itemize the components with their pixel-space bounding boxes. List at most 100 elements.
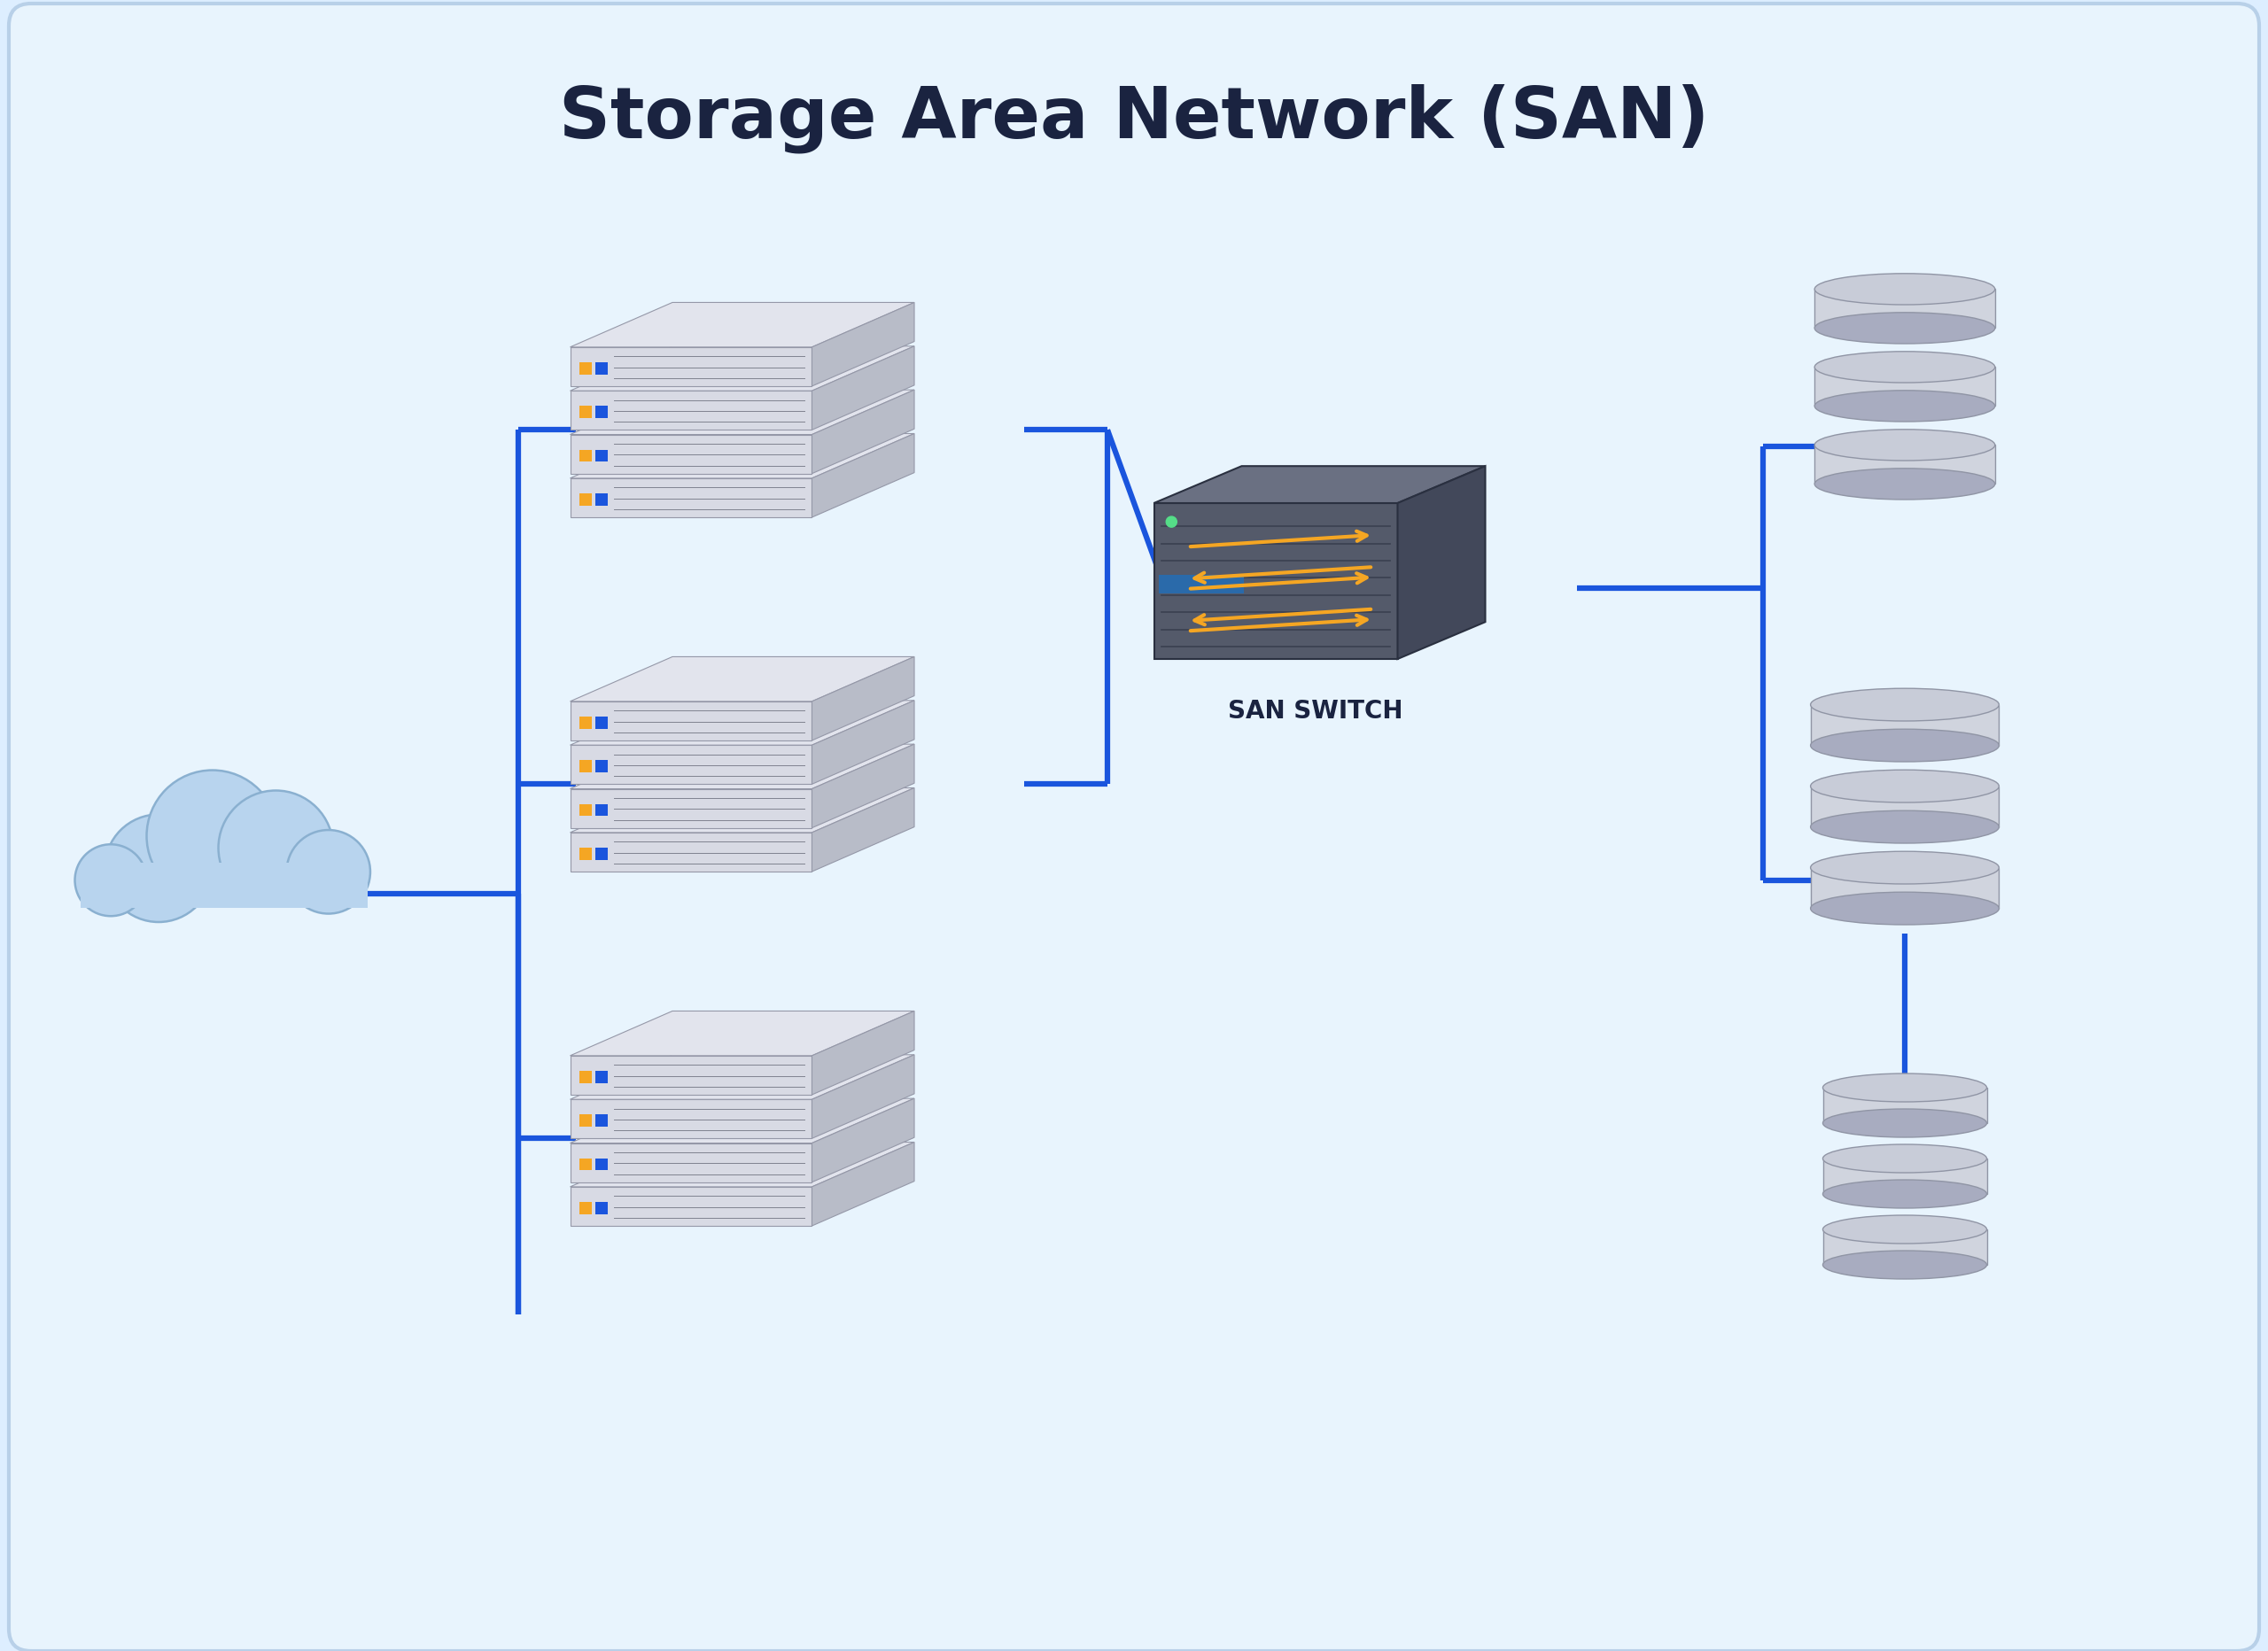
FancyBboxPatch shape: [594, 717, 608, 728]
Polygon shape: [1810, 786, 1998, 827]
FancyBboxPatch shape: [594, 761, 608, 773]
Polygon shape: [1814, 289, 1996, 329]
Polygon shape: [812, 390, 914, 474]
Polygon shape: [82, 862, 367, 908]
Ellipse shape: [1810, 892, 1998, 925]
Polygon shape: [812, 788, 914, 872]
Polygon shape: [569, 1055, 812, 1095]
Circle shape: [104, 814, 213, 921]
FancyBboxPatch shape: [578, 362, 592, 375]
FancyBboxPatch shape: [9, 3, 2259, 1651]
FancyBboxPatch shape: [578, 1202, 592, 1213]
Polygon shape: [569, 745, 914, 789]
Text: SAN SWITCH: SAN SWITCH: [1229, 698, 1404, 723]
Polygon shape: [569, 347, 812, 386]
Polygon shape: [812, 700, 914, 784]
Circle shape: [1166, 517, 1177, 527]
FancyBboxPatch shape: [594, 406, 608, 418]
Polygon shape: [569, 479, 812, 517]
FancyBboxPatch shape: [578, 1071, 592, 1083]
Text: Storage Area Network (SAN): Storage Area Network (SAN): [558, 84, 1710, 154]
Polygon shape: [1823, 1230, 1987, 1265]
Ellipse shape: [1814, 352, 1996, 383]
Polygon shape: [1154, 504, 1397, 659]
Polygon shape: [569, 347, 914, 391]
FancyBboxPatch shape: [578, 847, 592, 860]
FancyBboxPatch shape: [578, 1114, 592, 1126]
FancyBboxPatch shape: [594, 847, 608, 860]
Polygon shape: [812, 1055, 914, 1139]
FancyBboxPatch shape: [594, 1159, 608, 1171]
FancyBboxPatch shape: [594, 1071, 608, 1083]
FancyBboxPatch shape: [578, 717, 592, 728]
Ellipse shape: [1810, 730, 1998, 761]
Polygon shape: [569, 1142, 812, 1182]
Polygon shape: [569, 1142, 914, 1187]
FancyBboxPatch shape: [594, 449, 608, 462]
Polygon shape: [569, 832, 812, 872]
Polygon shape: [569, 1098, 914, 1142]
Circle shape: [147, 769, 279, 901]
Polygon shape: [1397, 466, 1486, 659]
Polygon shape: [1814, 367, 1996, 406]
Polygon shape: [812, 434, 914, 517]
Ellipse shape: [1823, 1144, 1987, 1172]
FancyBboxPatch shape: [594, 804, 608, 816]
Polygon shape: [812, 1010, 914, 1095]
Polygon shape: [812, 1098, 914, 1182]
FancyBboxPatch shape: [578, 1159, 592, 1171]
Ellipse shape: [1814, 274, 1996, 305]
Ellipse shape: [1823, 1251, 1987, 1280]
Polygon shape: [569, 788, 914, 832]
Polygon shape: [812, 657, 914, 740]
Polygon shape: [569, 745, 812, 784]
Polygon shape: [569, 391, 812, 429]
Polygon shape: [569, 1010, 914, 1055]
Ellipse shape: [1814, 469, 1996, 500]
FancyBboxPatch shape: [578, 804, 592, 816]
Polygon shape: [569, 700, 914, 745]
Polygon shape: [569, 390, 914, 434]
Polygon shape: [569, 434, 914, 479]
Circle shape: [75, 844, 147, 916]
Polygon shape: [569, 702, 812, 740]
FancyBboxPatch shape: [1159, 575, 1245, 593]
Polygon shape: [1154, 466, 1486, 504]
Polygon shape: [1810, 868, 1998, 908]
Polygon shape: [569, 1187, 812, 1225]
Ellipse shape: [1814, 312, 1996, 343]
Polygon shape: [569, 1100, 812, 1139]
FancyBboxPatch shape: [578, 494, 592, 505]
FancyBboxPatch shape: [578, 761, 592, 773]
Polygon shape: [812, 1142, 914, 1225]
Polygon shape: [569, 657, 914, 702]
Ellipse shape: [1814, 429, 1996, 461]
Ellipse shape: [1810, 769, 1998, 802]
Ellipse shape: [1823, 1073, 1987, 1101]
Polygon shape: [1810, 705, 1998, 746]
Polygon shape: [569, 789, 812, 827]
FancyBboxPatch shape: [594, 1114, 608, 1126]
Polygon shape: [569, 302, 914, 347]
FancyBboxPatch shape: [594, 1202, 608, 1213]
Polygon shape: [569, 434, 812, 474]
Ellipse shape: [1823, 1215, 1987, 1243]
Polygon shape: [812, 347, 914, 429]
Polygon shape: [812, 745, 914, 827]
Polygon shape: [104, 844, 356, 905]
Polygon shape: [1814, 446, 1996, 484]
FancyBboxPatch shape: [578, 406, 592, 418]
FancyBboxPatch shape: [594, 362, 608, 375]
Polygon shape: [569, 1055, 914, 1100]
Ellipse shape: [1823, 1109, 1987, 1138]
Ellipse shape: [1823, 1180, 1987, 1209]
FancyBboxPatch shape: [594, 494, 608, 505]
Ellipse shape: [1814, 390, 1996, 421]
FancyBboxPatch shape: [578, 449, 592, 462]
Ellipse shape: [1810, 811, 1998, 844]
Circle shape: [218, 791, 333, 905]
Polygon shape: [1823, 1088, 1987, 1123]
Ellipse shape: [1810, 688, 1998, 721]
Polygon shape: [812, 302, 914, 386]
Ellipse shape: [1810, 852, 1998, 883]
